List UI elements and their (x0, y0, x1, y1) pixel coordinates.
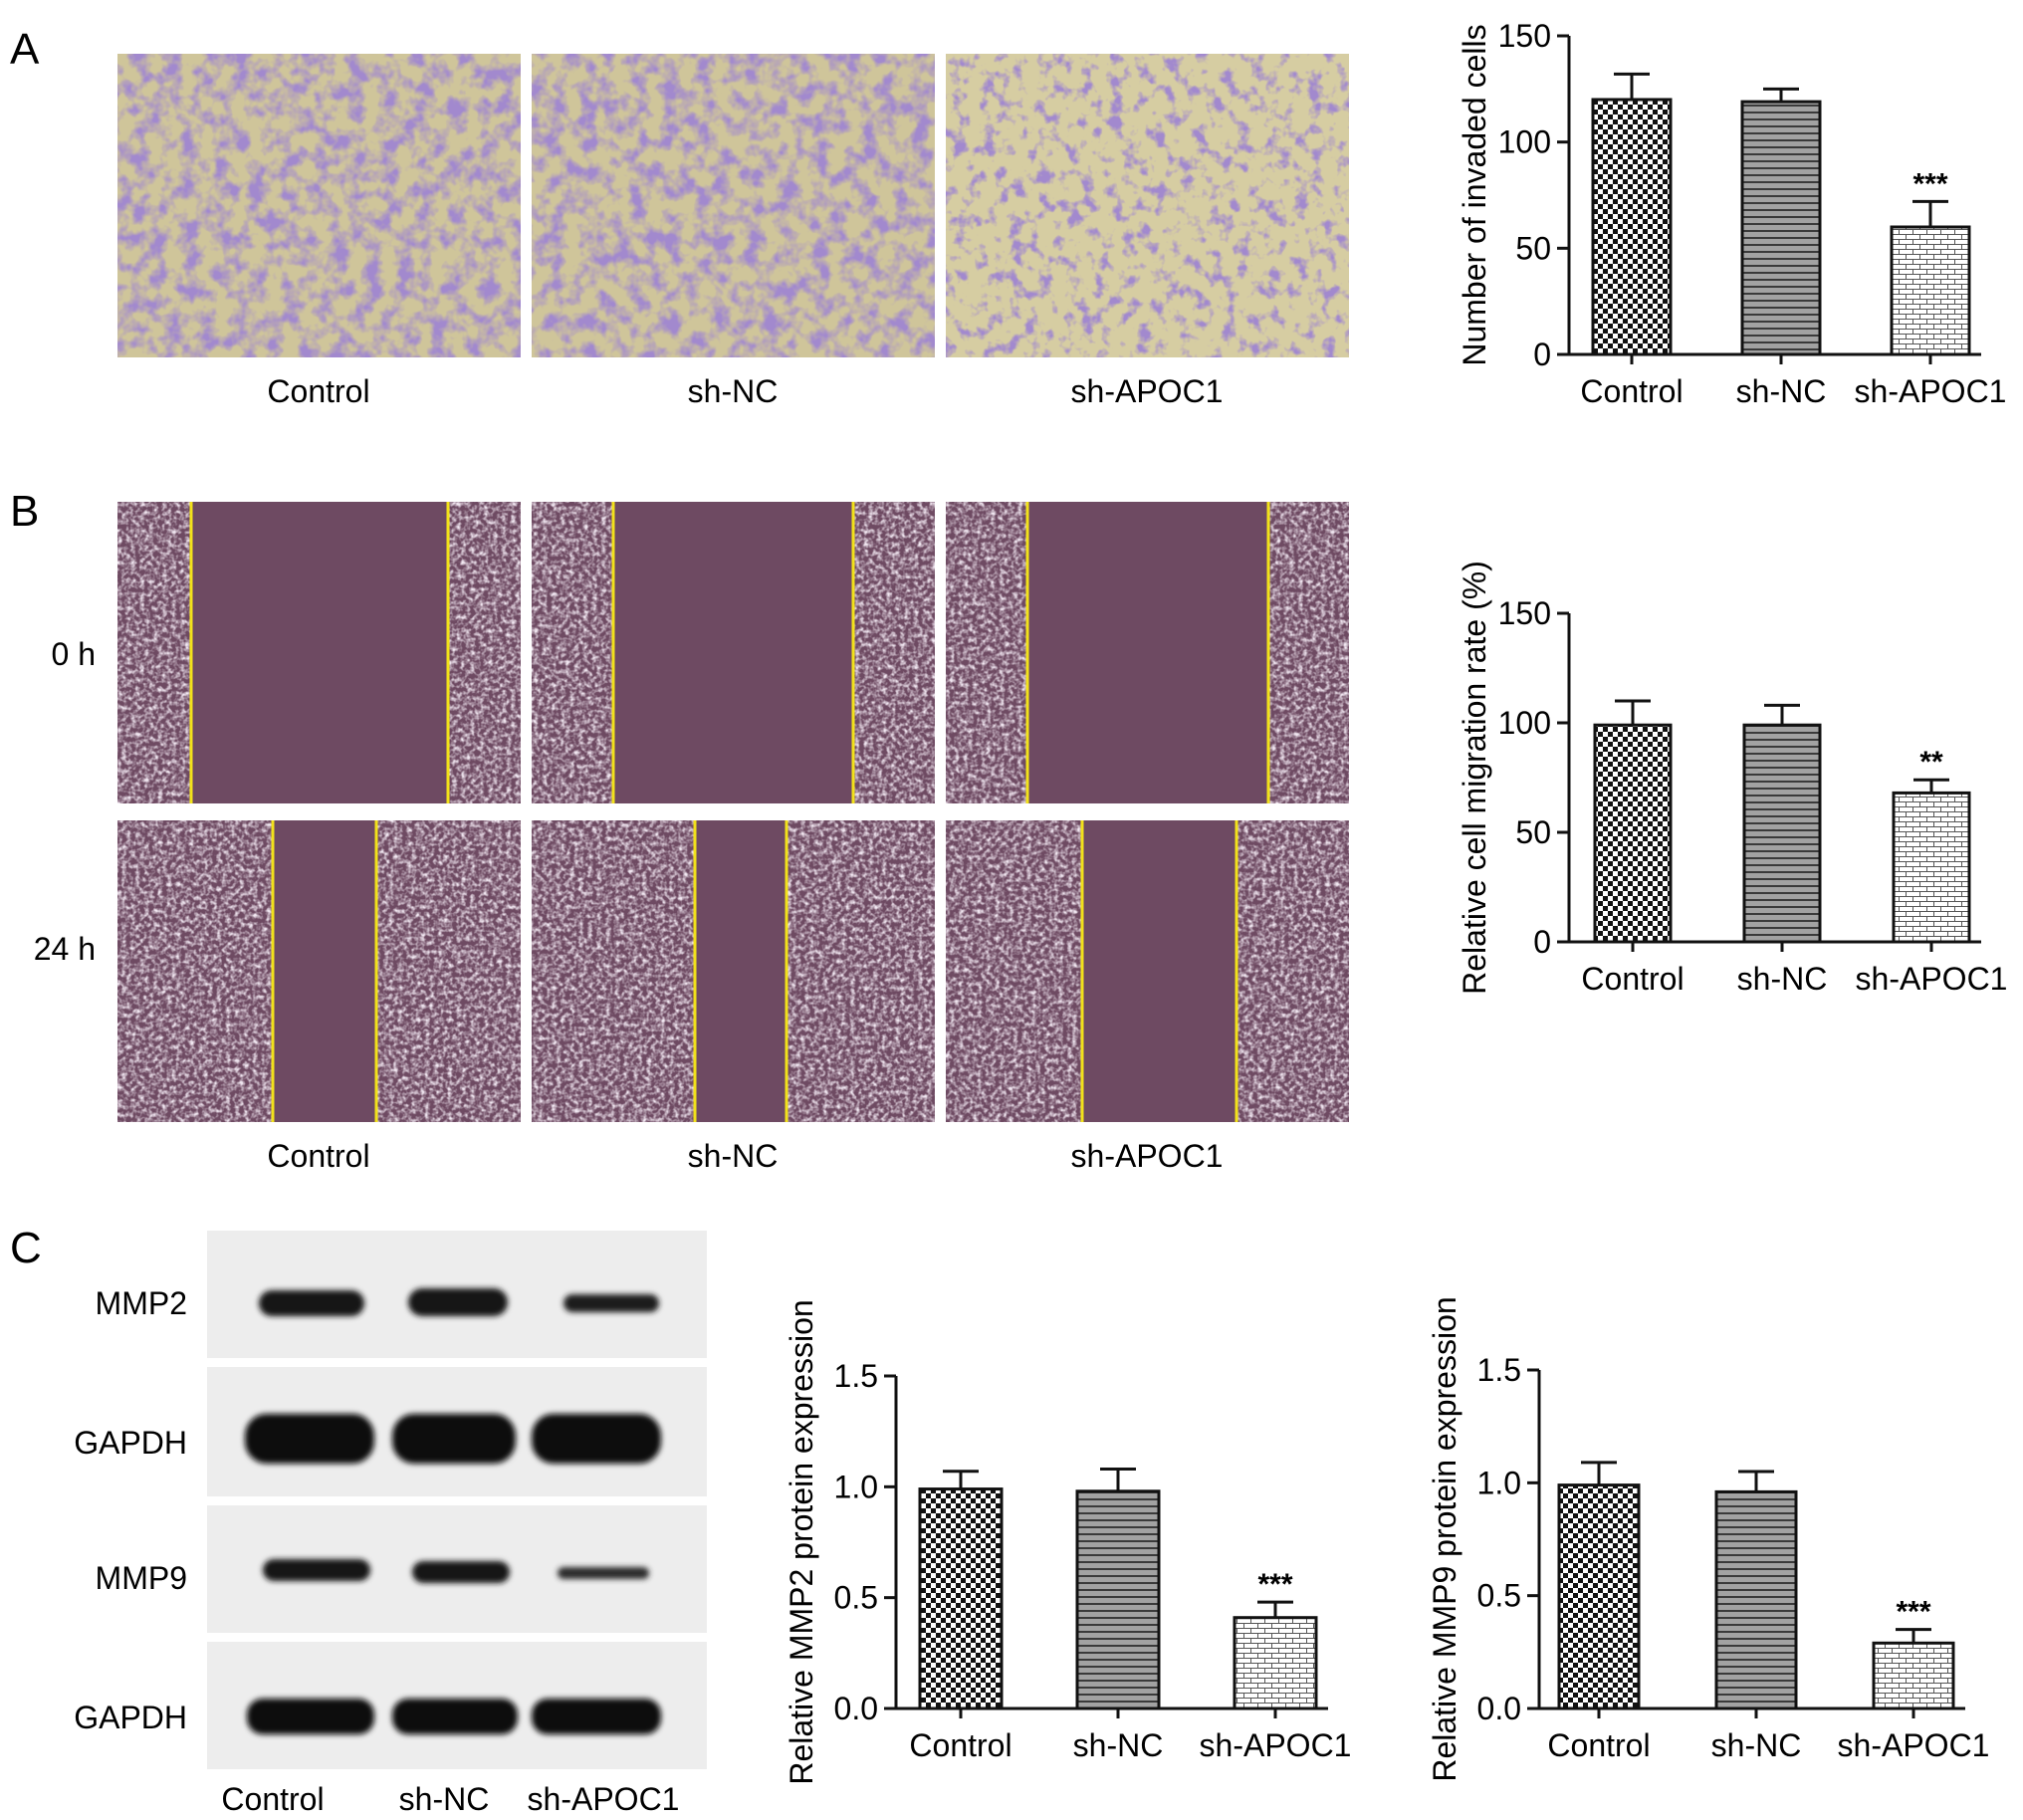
caption-a-sh-apoc1: sh-APOC1 (1071, 373, 1224, 409)
panel-c-letter: C (10, 1224, 42, 1272)
caption-b-sh-apoc1: sh-APOC1 (1071, 1138, 1224, 1174)
blot-label-mmp2: MMP2 (96, 1285, 187, 1321)
y-axis-label: Number of invaded cells (1457, 24, 1492, 365)
x-tick-label: Control (1580, 373, 1683, 409)
x-tick-label: Control (909, 1727, 1012, 1763)
panel-c: C MMP2 GAPDH MMP9 GAPDH C (10, 1224, 1989, 1817)
blot-label-mmp9: MMP9 (96, 1560, 187, 1596)
y-tick-label: 1.5 (1477, 1352, 1521, 1388)
y-tick-label: 0 (1533, 337, 1551, 372)
bar-sh-apoc1 (1892, 791, 1971, 944)
caption-b-sh-nc: sh-NC (688, 1138, 779, 1174)
caption-a-sh-nc: sh-NC (688, 373, 779, 409)
blot-strip-mmp9 (207, 1505, 707, 1633)
panel-a-letter: A (10, 25, 40, 74)
mmp9-bar-chart: 0.0 0.5 1.0 1.5 Relative MMP9 protein expres… (1427, 1296, 1989, 1781)
significance-label: *** (1257, 1568, 1292, 1601)
y-tick-label: 100 (1498, 124, 1551, 160)
panel-b: B 0 h 24 h (10, 487, 2007, 1174)
wound-image-control-24h (117, 820, 521, 1122)
x-tick-label: sh-NC (1711, 1727, 1802, 1763)
y-tick-label: 1.5 (834, 1358, 878, 1394)
wound-image-sh-nc-0h (532, 502, 935, 803)
y-tick-label: 1.0 (834, 1469, 878, 1504)
x-tick-label: sh-APOC1 (1856, 961, 2008, 997)
lane-label-sh-nc: sh-NC (399, 1781, 490, 1817)
bar-control (1557, 1483, 1641, 1710)
y-tick-label: 100 (1498, 705, 1551, 741)
bar-sh-apoc1 (1890, 225, 1971, 356)
x-tick-label: Control (1547, 1727, 1650, 1763)
caption-a-control: Control (267, 373, 369, 409)
blot-strip-mmp2 (207, 1231, 707, 1358)
x-tick-label: Control (1581, 961, 1684, 997)
blot-strip-gapdh-1 (207, 1367, 707, 1496)
y-tick-label: 1.0 (1477, 1465, 1521, 1500)
x-tick-label: sh-NC (1737, 961, 1828, 997)
invasion-micrograph-control (117, 54, 521, 357)
x-tick-label: sh-APOC1 (1855, 373, 2007, 409)
mmp2-bar-chart: 0.0 0.5 1.0 1.5 Relative MMP2 protein expres… (784, 1299, 1351, 1784)
bar-sh-apoc1 (1872, 1641, 1955, 1710)
bar-control (1591, 98, 1673, 356)
y-tick-label: 150 (1498, 18, 1551, 54)
wound-image-control-0h (117, 502, 521, 803)
panel-a: A Control sh-NC sh-APOC1 0 50 100 150Number… (10, 18, 2006, 409)
blot-label-gapdh-1: GAPDH (74, 1425, 187, 1461)
bar-sh-nc (1075, 1489, 1161, 1710)
caption-b-control: Control (267, 1138, 369, 1174)
bar-sh-nc (1740, 100, 1822, 356)
invasion-micrograph-sh-apoc1 (946, 54, 1349, 357)
row-label-0h: 0 h (52, 636, 96, 672)
y-axis-label: Relative cell migration rate (%) (1457, 561, 1492, 995)
y-tick-label: 50 (1515, 230, 1551, 266)
lane-label-sh-apoc1: sh-APOC1 (528, 1781, 680, 1817)
blot-strip-gapdh-2 (207, 1642, 707, 1769)
x-tick-label: sh-NC (1073, 1727, 1164, 1763)
bar-sh-nc (1714, 1489, 1798, 1710)
y-tick-label: 0.5 (834, 1580, 878, 1616)
y-axis-label: Relative MMP9 protein expression (1427, 1296, 1462, 1781)
significance-label: *** (1896, 1596, 1930, 1629)
y-tick-label: 0.0 (834, 1691, 878, 1726)
y-tick-label: 150 (1498, 595, 1551, 631)
bar-sh-nc (1742, 723, 1822, 944)
wound-image-sh-apoc1-0h (946, 502, 1349, 803)
bar-sh-apoc1 (1233, 1616, 1318, 1710)
significance-label: ** (1919, 746, 1943, 779)
wound-image-sh-nc-24h (532, 820, 935, 1122)
significance-label: *** (1912, 167, 1947, 200)
blot-label-gapdh-2: GAPDH (74, 1700, 187, 1735)
panel-b-letter: B (10, 487, 39, 536)
y-tick-label: 0.0 (1477, 1691, 1521, 1726)
y-axis-label: Relative MMP2 protein expression (784, 1299, 819, 1784)
wound-image-sh-apoc1-24h (946, 820, 1349, 1122)
y-tick-label: 0 (1533, 924, 1551, 960)
bar-control (1593, 723, 1673, 944)
lane-label-control: Control (221, 1781, 324, 1817)
invasion-micrograph-sh-nc (532, 54, 935, 357)
x-tick-label: sh-NC (1736, 373, 1827, 409)
row-label-24h: 24 h (34, 931, 96, 967)
x-tick-label: sh-APOC1 (1838, 1727, 1990, 1763)
bar-control (918, 1487, 1004, 1710)
x-tick-label: sh-APOC1 (1200, 1727, 1352, 1763)
y-tick-label: 0.5 (1477, 1578, 1521, 1614)
y-tick-label: 50 (1515, 814, 1551, 850)
